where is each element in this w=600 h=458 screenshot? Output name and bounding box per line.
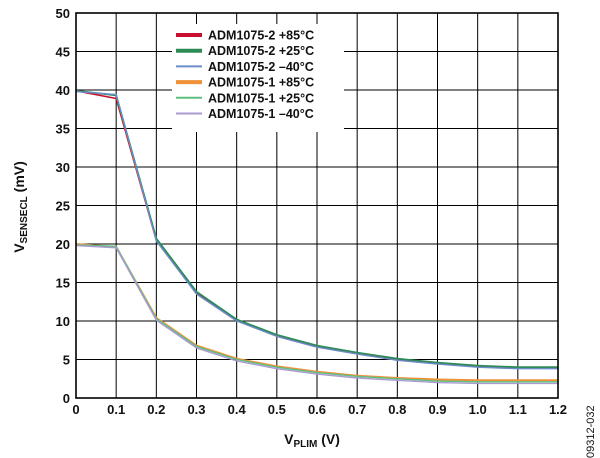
- series-lines: [75, 89, 558, 385]
- x-tick-label: 1.2: [549, 402, 567, 417]
- legend-label: ADM1075-2 +85°C: [208, 29, 314, 43]
- y-tick-label: 45: [56, 45, 70, 60]
- legend-label: ADM1075-2 –40°C: [208, 60, 314, 74]
- y-tick-label: 30: [56, 160, 70, 175]
- x-tick-label: 0.4: [228, 402, 247, 417]
- y-tick-label: 40: [56, 83, 70, 98]
- x-tick-label: 0.7: [348, 402, 366, 417]
- y-tick-label: 0: [63, 391, 70, 406]
- series-line-3: [75, 90, 558, 370]
- legend-label: ADM1075-1 +25°C: [208, 91, 314, 105]
- figure-id: 09312-032: [585, 405, 597, 458]
- x-tick-label: 0.5: [268, 402, 286, 417]
- x-tick-label: 1.1: [509, 402, 527, 417]
- legend-label: ADM1075-1 +85°C: [208, 76, 314, 90]
- legend-label: ADM1075-2 +25°C: [208, 44, 314, 58]
- y-tick-label: 5: [63, 353, 70, 368]
- series-line-5: [75, 244, 558, 383]
- x-axis-title: VPLIM (V): [284, 431, 340, 450]
- y-tick-label: 20: [56, 237, 70, 252]
- y-tick-label: 50: [56, 6, 70, 21]
- x-tick-label: 0.2: [147, 402, 165, 417]
- y-tick-label: 25: [56, 199, 70, 214]
- y-tick-label: 15: [56, 276, 70, 291]
- x-tick-label: 0.3: [187, 402, 205, 417]
- x-tick-label: 0.8: [388, 402, 406, 417]
- x-tick-label: 0.6: [308, 402, 326, 417]
- x-tick-label: 0: [72, 402, 79, 417]
- x-tick-label: 0.9: [428, 402, 446, 417]
- plot-frame: [75, 12, 559, 399]
- y-axis-tick-labels: 0 5 10 15 20 25 30 35 40 45 50: [56, 6, 70, 406]
- y-tick-label: 10: [56, 314, 70, 329]
- x-tick-label: 0.1: [107, 402, 125, 417]
- y-axis-title: VSENSECL (mV): [11, 161, 30, 253]
- series-line-6: [75, 244, 558, 385]
- x-tick-label: 1.0: [469, 402, 487, 417]
- y-tick-label: 35: [56, 122, 70, 137]
- legend-label: ADM1075-1 –40°C: [208, 107, 314, 121]
- x-axis-tick-labels: 0 0.1 0.2 0.3 0.4 0.5 0.6 0.7 0.8 0.9 1.0 1.1 1.2: [72, 402, 567, 417]
